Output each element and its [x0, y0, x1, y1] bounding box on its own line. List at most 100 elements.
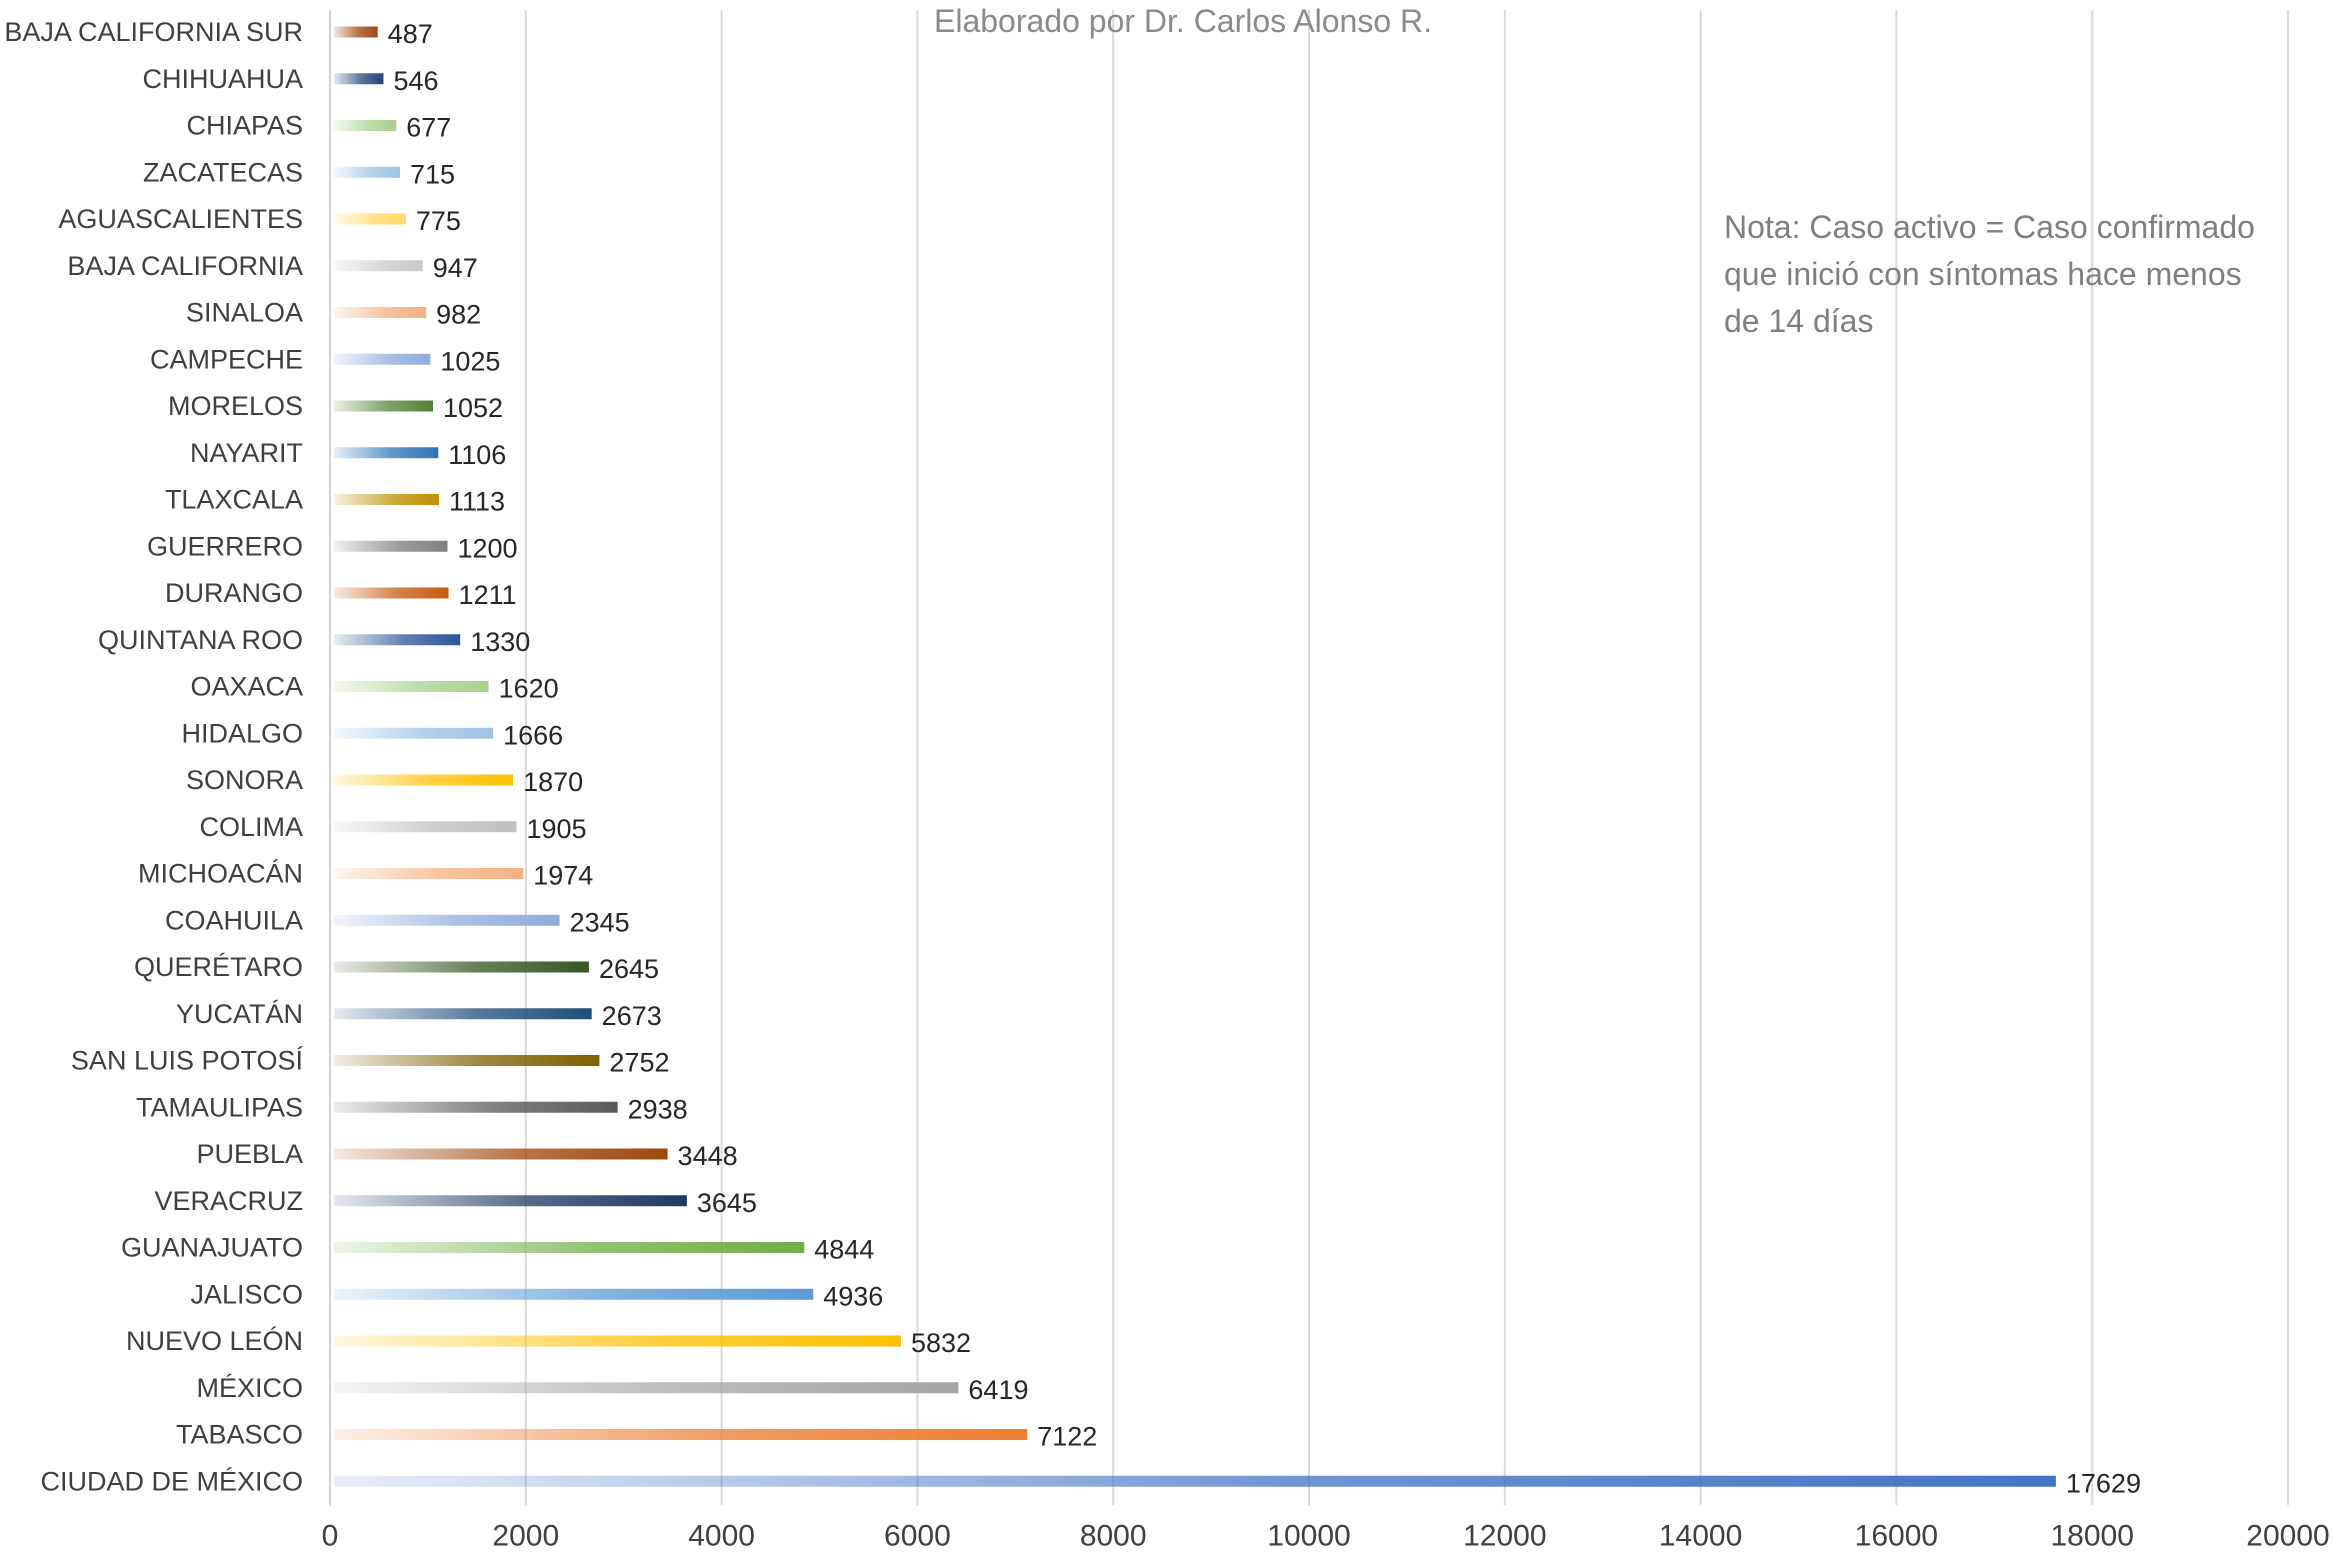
- value-label: 17629: [2066, 1468, 2141, 1498]
- category-label: BAJA CALIFORNIA: [67, 251, 303, 281]
- value-label: 1200: [457, 533, 517, 563]
- category-label: VERACRUZ: [154, 1186, 303, 1216]
- bar: [334, 1055, 600, 1066]
- bar: [334, 634, 461, 646]
- x-tick-label: 10000: [1267, 1519, 1350, 1552]
- bar: [334, 1008, 592, 1020]
- bar: [334, 213, 406, 225]
- bar: [334, 961, 589, 973]
- value-label: 715: [410, 159, 455, 189]
- category-label: SINALOA: [186, 298, 303, 328]
- value-label: 4936: [823, 1281, 883, 1311]
- value-labels: 487 546 677 715 775 947 982 1025 1052 1106 1113 120…: [388, 19, 2141, 1498]
- bar: [334, 1148, 668, 1160]
- x-tick-label: 20000: [2246, 1519, 2329, 1552]
- value-label: 2345: [570, 907, 630, 937]
- bar: [334, 914, 560, 926]
- category-label: COLIMA: [199, 812, 303, 842]
- bar: [334, 587, 449, 599]
- category-label: MÉXICO: [196, 1373, 303, 1403]
- category-label: CHIHUAHUA: [142, 64, 303, 94]
- value-label: 1025: [440, 346, 500, 376]
- note-line-3: de 14 días: [1724, 303, 1873, 339]
- x-tick-label: 8000: [1080, 1519, 1147, 1552]
- value-label: 1974: [533, 861, 593, 891]
- category-labels: BAJA CALIFORNIA SUR CHIHUAHUA CHIAPAS ZACAT…: [4, 17, 303, 1496]
- value-label: 1330: [470, 627, 530, 657]
- category-label: SONORA: [186, 765, 303, 795]
- category-label: BAJA CALIFORNIA SUR: [4, 17, 303, 47]
- category-label: TLAXCALA: [165, 485, 303, 515]
- note-line-1: Nota: Caso activo = Caso confirmado: [1724, 209, 2255, 245]
- bar: [334, 540, 448, 552]
- category-label: CHIAPAS: [186, 111, 303, 141]
- bar: [334, 26, 378, 38]
- x-axis-ticks: 0 2000 4000 6000 8000 10000 12000 14000 16000 180…: [322, 1519, 2330, 1552]
- bar: [334, 400, 433, 412]
- value-label: 982: [436, 300, 481, 330]
- bar: [334, 727, 494, 739]
- bar: [334, 868, 524, 879]
- bar: [334, 353, 431, 365]
- category-label: CIUDAD DE MÉXICO: [40, 1466, 303, 1496]
- category-label: COAHUILA: [165, 905, 303, 935]
- value-label: 6419: [968, 1375, 1028, 1405]
- value-label: 3645: [697, 1188, 757, 1218]
- value-label: 1620: [499, 674, 559, 704]
- value-label: 1870: [523, 767, 583, 797]
- value-label: 4844: [814, 1235, 874, 1265]
- x-tick-label: 12000: [1463, 1519, 1546, 1552]
- value-label: 2645: [599, 954, 659, 984]
- chart-credit: Elaborado por Dr. Carlos Alonso R.: [934, 3, 1432, 39]
- category-label: PUEBLA: [196, 1139, 303, 1169]
- category-label: AGUASCALIENTES: [58, 204, 303, 234]
- category-label: NUEVO LEÓN: [126, 1325, 303, 1356]
- x-tick-label: 0: [322, 1519, 339, 1552]
- note-line-2: que inició con síntomas hace menos: [1724, 256, 2242, 292]
- bar: [334, 681, 489, 692]
- value-label: 3448: [678, 1141, 738, 1171]
- bar: [334, 494, 439, 505]
- bar: [334, 774, 514, 786]
- bar: [334, 307, 427, 318]
- x-tick-label: 14000: [1659, 1519, 1742, 1552]
- value-label: 1106: [448, 440, 506, 470]
- value-label: 546: [393, 66, 438, 96]
- x-tick-label: 16000: [1855, 1519, 1938, 1552]
- x-tick-label: 4000: [688, 1519, 755, 1552]
- value-label: 1211: [459, 580, 517, 610]
- category-label: CAMPECHE: [150, 344, 303, 374]
- category-label: TAMAULIPAS: [136, 1092, 303, 1122]
- value-label: 487: [388, 19, 433, 49]
- value-label: 2938: [628, 1094, 688, 1124]
- value-label: 1905: [526, 814, 586, 844]
- category-label: ZACATECAS: [143, 157, 303, 187]
- category-label: QUINTANA ROO: [98, 625, 303, 655]
- bar: [334, 1101, 618, 1113]
- bar: [334, 120, 397, 131]
- category-label: SAN LUIS POTOSÍ: [71, 1046, 304, 1076]
- category-label: DURANGO: [165, 578, 303, 608]
- value-label: 947: [433, 253, 478, 283]
- bar: [334, 1335, 901, 1347]
- category-label: GUERRERO: [147, 531, 303, 561]
- bar: [334, 447, 439, 459]
- x-tick-label: 2000: [492, 1519, 559, 1552]
- value-label: 5832: [911, 1328, 971, 1358]
- value-label: 1113: [449, 487, 505, 517]
- category-label: MORELOS: [168, 391, 303, 421]
- bar: [334, 821, 517, 833]
- bar: [334, 73, 384, 85]
- value-label: 2673: [602, 1001, 662, 1031]
- x-tick-label: 18000: [2050, 1519, 2133, 1552]
- value-label: 775: [416, 206, 461, 236]
- category-label: JALISCO: [190, 1279, 303, 1309]
- bar: [334, 166, 400, 178]
- category-label: HIDALGO: [181, 718, 303, 748]
- value-label: 7122: [1037, 1422, 1097, 1452]
- gridlines: [329, 10, 2289, 1506]
- category-label: GUANAJUATO: [121, 1233, 303, 1263]
- bars: [334, 26, 2056, 1487]
- category-label: OAXACA: [190, 672, 303, 702]
